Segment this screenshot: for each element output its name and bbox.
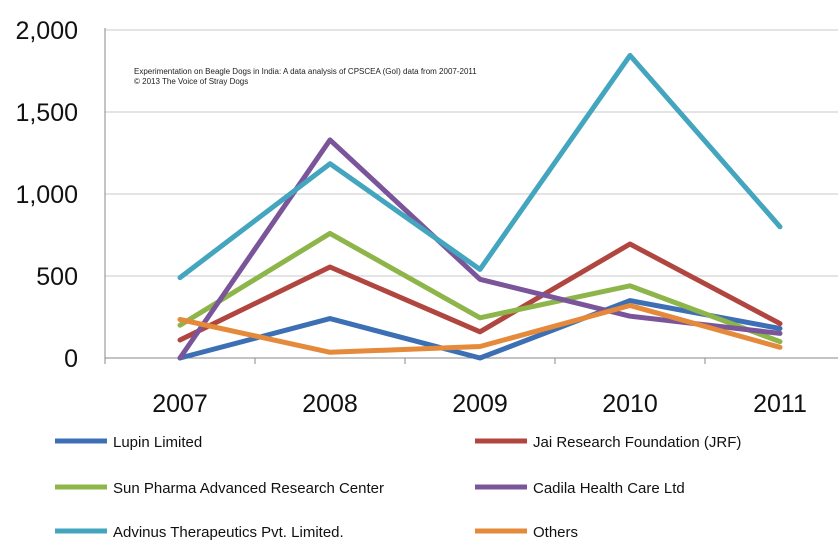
x-tick-label: 2009 (452, 390, 508, 418)
series-lines (177, 52, 783, 361)
annotation-line-2: © 2013 The Voice of Stray Dogs (134, 77, 248, 86)
x-tick-label: 2007 (152, 390, 208, 418)
legend-label: Sun Pharma Advanced Research Center (113, 480, 384, 497)
y-tick-label: 500 (36, 263, 78, 291)
series-line (177, 137, 783, 361)
series-line (177, 52, 783, 281)
legend-label: Cadila Health Care Ltd (533, 480, 685, 497)
legend-label: Others (533, 524, 578, 541)
y-tick-label: 1,000 (15, 181, 78, 209)
series-line (177, 298, 783, 361)
y-tick-label: 0 (64, 345, 78, 373)
y-tick-label: 1,500 (15, 99, 78, 127)
x-tick-label: 2011 (753, 390, 807, 418)
series-line (177, 230, 783, 345)
series-line (177, 241, 783, 343)
x-tick-label: 2010 (602, 390, 658, 418)
legend-label: Jai Research Foundation (JRF) (533, 434, 741, 451)
legend: Lupin Limited Jai Research Foundation (JR… (55, 434, 741, 541)
y-tick-label: 2,000 (15, 17, 78, 45)
axes: 0 500 1,000 1,500 2,000 2007 2008 2009 2010 2011 (15, 17, 838, 418)
chart-annotation: Experimentation on Beagle Dogs in India:… (134, 67, 477, 86)
x-tick-label: 2008 (302, 390, 358, 418)
gridlines (105, 29, 838, 277)
annotation-line-1: Experimentation on Beagle Dogs in India:… (134, 67, 477, 76)
legend-label: Advinus Therapeutics Pvt. Limited. (113, 524, 344, 541)
series-line (177, 303, 783, 355)
legend-label: Lupin Limited (113, 434, 202, 451)
